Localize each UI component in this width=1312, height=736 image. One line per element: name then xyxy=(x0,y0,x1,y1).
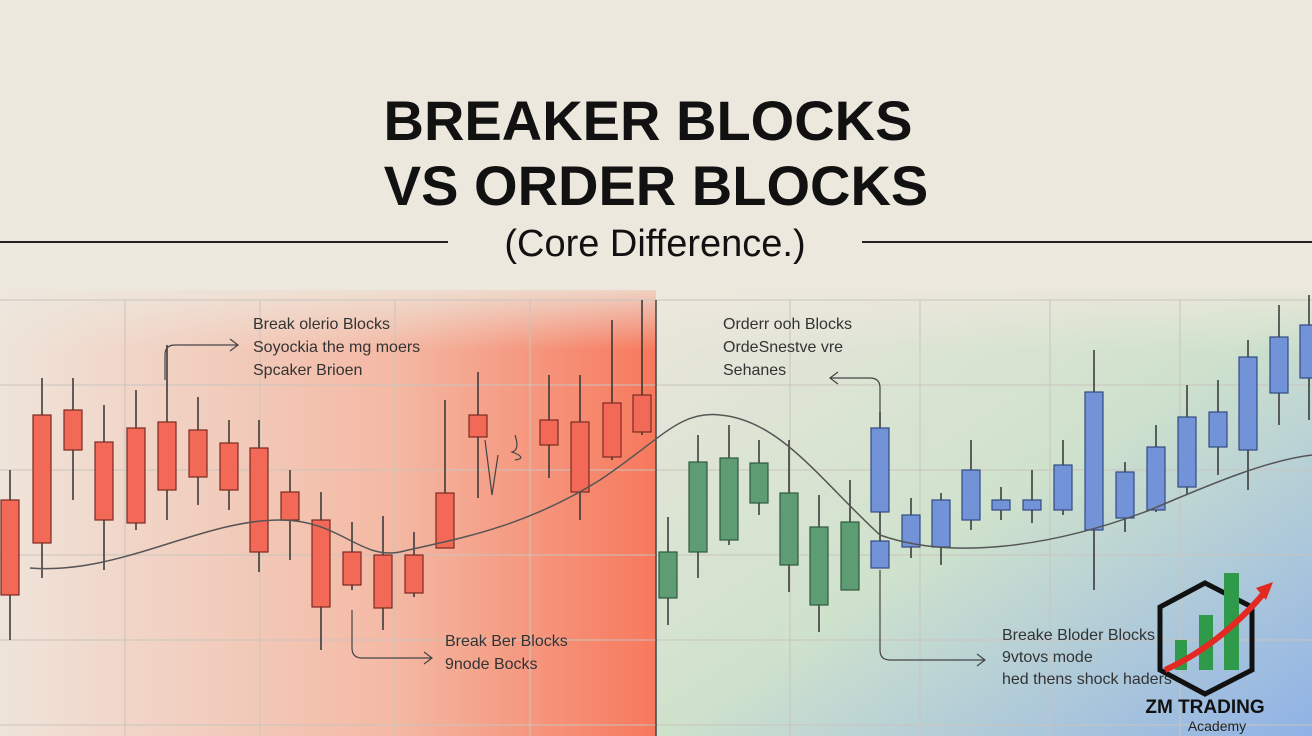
candle-body xyxy=(219,442,239,491)
candle-body xyxy=(126,427,146,524)
candle-body xyxy=(809,526,829,606)
logo: ZM TRADING Academy xyxy=(1145,573,1273,734)
candle-body xyxy=(961,469,981,521)
annotation-line: Sehanes xyxy=(723,362,786,379)
candles xyxy=(0,295,1312,650)
logo-name: ZM TRADING xyxy=(1145,697,1264,718)
moving-average xyxy=(29,413,1312,570)
candle-body xyxy=(688,461,708,553)
title-line: VS ORDER BLOCKS xyxy=(384,154,929,217)
candle-body xyxy=(870,427,890,513)
annotation-line: Break Ber Blocks xyxy=(445,633,568,650)
candle-body xyxy=(1208,411,1228,448)
candle-body xyxy=(249,447,269,553)
candle-body xyxy=(188,429,208,478)
candle-body xyxy=(0,499,20,596)
candle-body xyxy=(991,499,1011,511)
annotation-line: hed thens shock haders xyxy=(1002,671,1172,688)
candle-body xyxy=(1053,464,1073,511)
candle-body xyxy=(901,514,921,548)
candle-body xyxy=(1269,336,1289,394)
candle-body xyxy=(719,457,739,541)
candle-body xyxy=(94,441,114,521)
candle-body xyxy=(311,519,331,608)
annotation-line: OrdeSnestve vre xyxy=(723,339,843,356)
annotation-line: 9node Bocks xyxy=(445,656,538,673)
candle-body xyxy=(1299,324,1312,379)
candle-body xyxy=(1177,416,1197,488)
candle-body xyxy=(779,492,799,566)
candle-body xyxy=(749,462,769,504)
annotation-line: 9vtovs mode xyxy=(1002,649,1093,666)
candle-body xyxy=(1146,446,1166,511)
candle-body xyxy=(157,421,177,491)
candle-body xyxy=(602,402,622,458)
candle-body xyxy=(32,414,52,544)
annotation-line: Spcaker Brioen xyxy=(253,362,362,379)
subtitle: (Core Difference.) xyxy=(504,223,805,265)
candle-body xyxy=(280,491,300,521)
candle-body xyxy=(1238,356,1258,451)
candle-body xyxy=(840,521,860,591)
candle-body xyxy=(931,499,951,548)
candle-body xyxy=(1022,499,1042,511)
annotation: Break olerio Blocks Soyockia the mg moer… xyxy=(253,316,1172,688)
annotation-line: Break olerio Blocks xyxy=(253,316,390,333)
candle-body xyxy=(539,419,559,446)
candle-body xyxy=(1115,471,1135,519)
annotation-line: Breake Bloder Blocks xyxy=(1002,627,1155,644)
arrows xyxy=(164,338,986,667)
candle-body xyxy=(632,394,652,433)
candle-body xyxy=(1084,391,1104,531)
candle-body xyxy=(570,421,590,493)
annotation-line: Orderr ooh Blocks xyxy=(723,316,852,333)
candle-body xyxy=(342,551,362,586)
candle-body xyxy=(435,492,455,549)
candle-body xyxy=(870,540,890,569)
candle-body xyxy=(373,554,393,609)
candle-body xyxy=(468,414,488,438)
candle-body xyxy=(404,554,424,594)
title-line: BREAKER BLOCKS xyxy=(384,89,913,152)
candle-body xyxy=(658,551,678,599)
candle-body xyxy=(63,409,83,451)
logo-tagline: Academy xyxy=(1188,718,1246,734)
annotation-line: Soyockia the mg moers xyxy=(253,339,420,356)
